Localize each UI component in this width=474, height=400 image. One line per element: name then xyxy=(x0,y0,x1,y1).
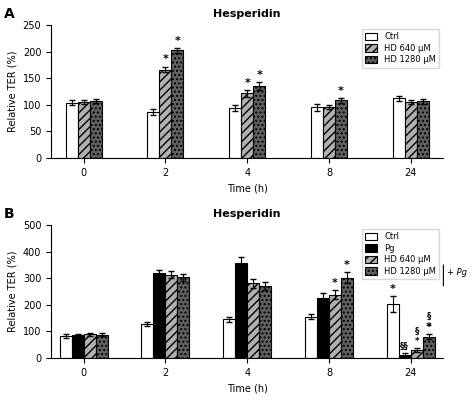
Text: A: A xyxy=(4,7,15,21)
X-axis label: Time (h): Time (h) xyxy=(227,183,268,193)
Bar xyxy=(335,100,347,158)
Bar xyxy=(341,278,353,358)
Bar xyxy=(305,316,317,358)
Bar xyxy=(399,354,410,358)
Y-axis label: Relative TER (%): Relative TER (%) xyxy=(7,51,17,132)
Text: *: * xyxy=(344,260,350,270)
Bar xyxy=(154,273,165,358)
Bar xyxy=(90,101,102,158)
Bar xyxy=(253,86,265,158)
Bar xyxy=(223,319,235,358)
Bar xyxy=(84,334,96,358)
Bar xyxy=(66,102,78,158)
Text: *: * xyxy=(338,86,344,96)
Text: *: * xyxy=(332,278,338,288)
Bar xyxy=(417,102,428,158)
Bar xyxy=(141,324,154,358)
Bar xyxy=(410,350,423,358)
Bar xyxy=(317,298,329,358)
Bar xyxy=(96,335,108,358)
Legend: Ctrl, HD 640 μM, HD 1280 μM: Ctrl, HD 640 μM, HD 1280 μM xyxy=(362,29,439,68)
Y-axis label: Relative TER (%): Relative TER (%) xyxy=(7,251,17,332)
Text: §
*: § * xyxy=(427,312,431,332)
Bar xyxy=(259,286,271,358)
Bar xyxy=(177,277,190,358)
Bar xyxy=(72,336,84,358)
Bar xyxy=(311,107,323,158)
Title: Hesperidin: Hesperidin xyxy=(213,209,281,219)
Bar xyxy=(241,94,253,158)
Legend: Ctrl, Pg, HD 640 μM, HD 1280 μM: Ctrl, Pg, HD 640 μM, HD 1280 μM xyxy=(362,229,439,279)
Bar xyxy=(235,263,247,358)
Bar xyxy=(229,108,241,158)
X-axis label: Time (h): Time (h) xyxy=(227,383,268,393)
Text: *: * xyxy=(163,54,168,64)
Bar xyxy=(392,98,405,158)
Bar xyxy=(387,304,399,358)
Bar xyxy=(60,336,72,358)
Text: *: * xyxy=(426,322,432,332)
Bar xyxy=(423,336,435,358)
Bar xyxy=(323,107,335,158)
Text: *: * xyxy=(256,70,262,80)
Bar xyxy=(147,112,159,158)
Text: + Pg: + Pg xyxy=(447,268,467,278)
Text: B: B xyxy=(4,207,15,221)
Bar xyxy=(247,283,259,358)
Bar xyxy=(329,294,341,358)
Text: §
*: § * xyxy=(414,327,419,346)
Text: §§: §§ xyxy=(401,342,409,351)
Text: *: * xyxy=(174,36,181,46)
Title: Hesperidin: Hesperidin xyxy=(213,9,281,19)
Text: *: * xyxy=(244,78,250,88)
Text: *: * xyxy=(390,284,396,294)
Bar xyxy=(405,102,417,158)
Bar xyxy=(172,50,183,158)
Bar xyxy=(159,70,172,158)
Bar xyxy=(78,102,90,158)
Bar xyxy=(165,275,177,358)
